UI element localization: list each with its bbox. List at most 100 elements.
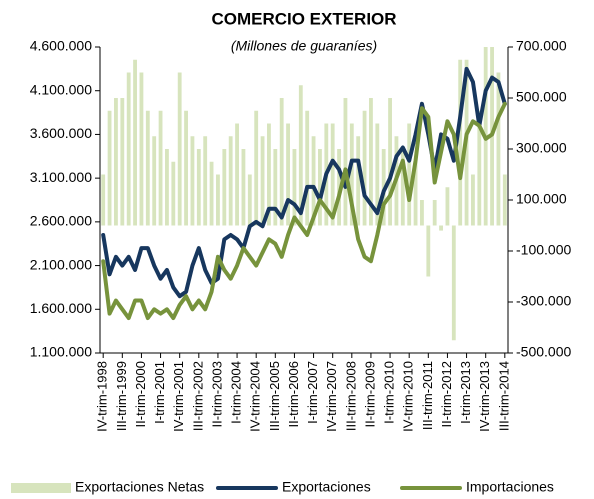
bar	[432, 200, 437, 226]
bar	[235, 123, 239, 226]
bar	[133, 59, 137, 226]
x-tick-label: I-trim-2001	[152, 361, 167, 424]
bar	[203, 136, 208, 226]
x-tick-label: III-trim-2008	[343, 361, 358, 431]
x-tick-label: III-trim-1999	[114, 361, 129, 431]
bar	[471, 174, 475, 226]
y-tick-label: 2.600.000	[30, 213, 92, 229]
bar	[369, 98, 373, 226]
bar	[222, 149, 227, 226]
y2-tick-label: 300.000	[516, 140, 567, 156]
x-tick-label: III-trim-2014	[496, 361, 511, 431]
bar	[343, 98, 348, 226]
bar	[286, 123, 290, 226]
bar	[145, 110, 150, 226]
line-series	[101, 66, 507, 299]
y2-tick-label: -100.000	[516, 242, 571, 258]
x-tick-label: I-trim-2010	[382, 361, 397, 424]
bar	[388, 98, 392, 226]
bar	[165, 149, 169, 226]
bar	[362, 110, 367, 226]
bar	[407, 123, 412, 226]
bar	[298, 85, 303, 226]
x-tick-label: II-trim-2000	[133, 361, 148, 427]
x-tick-label: I-trim-2007	[305, 361, 320, 424]
bar	[496, 72, 501, 226]
x-tick-label: I-trim-2013	[458, 361, 473, 424]
y-tick-label: 4.600.000	[30, 38, 92, 54]
y-tick-label: 3.600.000	[30, 125, 92, 141]
x-tick-label: IV-trim-2010	[401, 361, 416, 432]
x-tick-label: IV-trim-2013	[477, 361, 492, 432]
bar	[420, 200, 424, 226]
legend-label: Exportaciones Netas	[75, 479, 204, 495]
bar	[451, 225, 456, 341]
x-tick-label: IV-trim-2004	[248, 361, 263, 432]
bar	[209, 161, 214, 226]
bar	[139, 72, 144, 226]
legend-label: Exportaciones	[282, 479, 371, 495]
x-tick-label: III-trim-2002	[190, 361, 205, 431]
bar	[177, 72, 182, 226]
bar	[356, 136, 361, 226]
bar	[413, 161, 418, 226]
bar	[445, 187, 450, 226]
bar	[254, 110, 259, 226]
bar	[107, 110, 112, 226]
bar	[247, 174, 252, 226]
bar	[318, 149, 322, 226]
x-tick-label: III-trim-2005	[267, 361, 282, 431]
legend-swatch	[11, 483, 71, 493]
bar	[120, 98, 125, 226]
bar	[439, 225, 443, 231]
bar	[375, 123, 380, 226]
x-tick-label: IV-trim-1998	[95, 361, 110, 432]
x-tick-label: IV-trim-2001	[171, 361, 186, 432]
bar	[458, 59, 463, 226]
bar	[292, 149, 297, 226]
bar	[267, 123, 271, 226]
y-tick-label: 1.600.000	[30, 300, 92, 316]
legend-label: Importaciones	[466, 479, 554, 495]
line-series	[101, 101, 507, 321]
x-tick-label: IV-trim-2007	[324, 361, 339, 432]
y-tick-label: 4.100.000	[30, 81, 92, 97]
bar	[196, 149, 201, 226]
bar	[330, 123, 335, 226]
bar	[311, 136, 316, 226]
bar	[216, 174, 220, 226]
bar	[158, 110, 163, 226]
bar	[241, 149, 246, 226]
chart-title: COMERCIO EXTERIOR	[211, 9, 396, 28]
y2-tick-label: 700.000	[516, 38, 567, 54]
chart-subtitle: (Millones de guaraníes)	[231, 38, 377, 54]
bar	[126, 72, 131, 226]
x-tick-label: II-trim-2012	[439, 361, 454, 427]
bar	[426, 225, 431, 277]
bar	[400, 149, 405, 226]
bar	[305, 110, 310, 226]
bar	[477, 110, 482, 226]
bar	[190, 136, 195, 226]
bar	[152, 136, 157, 226]
x-tick-label: II-trim-2006	[286, 361, 301, 427]
y-tick-label: 1.100.000	[30, 344, 92, 360]
x-tick-label: II-trim-2003	[209, 361, 224, 427]
y2-tick-label: 500.000	[516, 89, 567, 105]
x-tick-label: III-trim-2011	[420, 361, 435, 430]
y2-tick-label: -500.000	[516, 344, 571, 360]
bar	[101, 174, 106, 226]
bar	[279, 98, 284, 226]
y2-tick-label: -300.000	[516, 293, 571, 309]
x-tick-label: II-trim-2009	[362, 361, 377, 427]
bar	[260, 136, 265, 226]
bar	[114, 98, 118, 226]
bar	[184, 110, 188, 226]
bar	[228, 136, 233, 226]
bar	[349, 123, 354, 226]
bar	[502, 174, 507, 226]
y-tick-label: 2.100.000	[30, 256, 92, 272]
bar	[171, 161, 176, 226]
y-tick-label: 3.100.000	[30, 169, 92, 185]
